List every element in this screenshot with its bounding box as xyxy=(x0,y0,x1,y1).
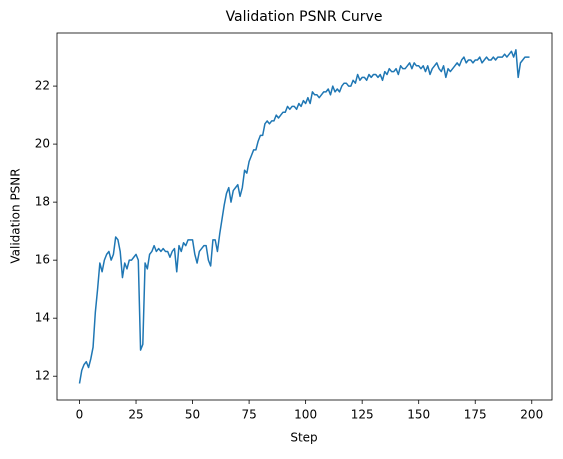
plot-frame xyxy=(56,32,553,401)
x-axis-label: Step xyxy=(290,431,317,445)
x-tick-label: 125 xyxy=(351,408,374,422)
y-tick-label: 20 xyxy=(35,137,50,151)
y-tick-label: 22 xyxy=(35,79,50,93)
x-tick-label: 75 xyxy=(241,408,256,422)
x-tick-label: 150 xyxy=(407,408,430,422)
y-tick-label: 16 xyxy=(35,253,50,267)
x-tick-label: 175 xyxy=(464,408,487,422)
x-tick-label: 25 xyxy=(128,408,143,422)
x-tick-label: 50 xyxy=(185,408,200,422)
x-tick-label: 0 xyxy=(76,408,84,422)
y-axis-label: Validation PSNR xyxy=(9,168,23,263)
x-tick-label: 200 xyxy=(520,408,543,422)
line-series xyxy=(78,49,530,384)
y-tick-label: 18 xyxy=(35,195,50,209)
x-tick-label: 100 xyxy=(294,408,317,422)
y-tick-label: 14 xyxy=(35,311,50,325)
chart-title: Validation PSNR Curve xyxy=(226,9,383,25)
y-tick-label: 12 xyxy=(35,369,50,383)
